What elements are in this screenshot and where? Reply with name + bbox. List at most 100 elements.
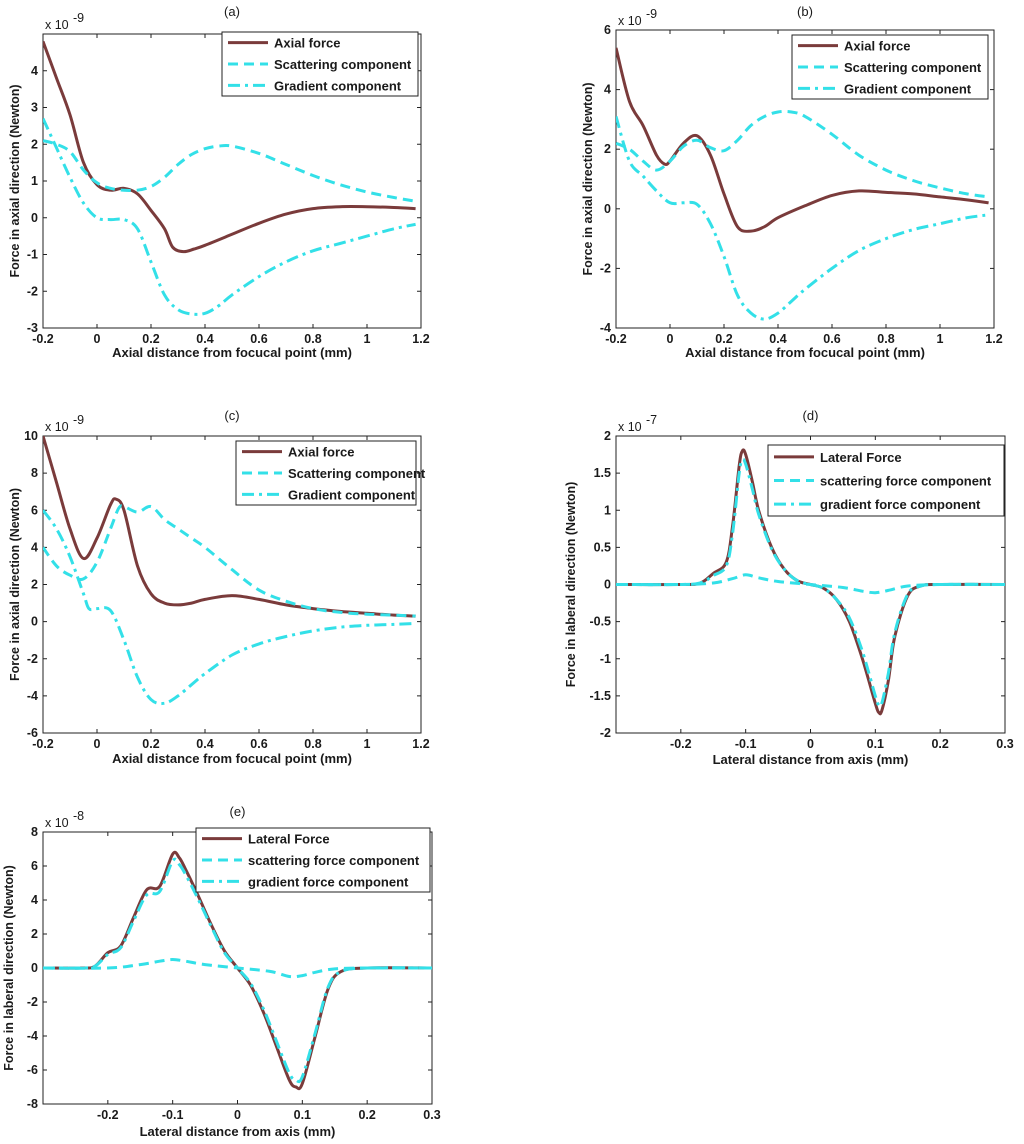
x-tick-label: 0.3 bbox=[423, 1108, 440, 1122]
y-tick-label: -4 bbox=[600, 321, 611, 335]
series-line-axial-force bbox=[43, 40, 416, 254]
legend-label: Scattering component bbox=[288, 466, 426, 481]
x-tick-label: 1.2 bbox=[985, 332, 1002, 346]
chart-title: (b) bbox=[797, 4, 813, 19]
x-tick-label: -0.1 bbox=[735, 737, 757, 751]
y-tick-label: 6 bbox=[31, 859, 38, 873]
x-tick-label: 0 bbox=[234, 1108, 241, 1122]
x-tick-label: 0 bbox=[94, 737, 101, 751]
y-tick-label: 2 bbox=[31, 927, 38, 941]
x-tick-label: 0.2 bbox=[142, 737, 159, 751]
x-tick-label: 0.2 bbox=[715, 332, 732, 346]
x-tick-label: -0.2 bbox=[32, 332, 54, 346]
legend-label: Scattering component bbox=[274, 57, 412, 72]
legend-label: Gradient component bbox=[288, 487, 416, 502]
chart-e: -0.2 -0.1 0 0.1 0.2 0.3 -8 -6 -4 -2 0 2 4 6 8 x 10 -8 (e)… bbox=[2, 804, 441, 1139]
legend-label: scattering force component bbox=[248, 853, 420, 868]
x-tick-label: -0.2 bbox=[32, 737, 54, 751]
y-tick-label: -8 bbox=[27, 1097, 38, 1111]
axis-multiplier-exponent: -8 bbox=[73, 809, 84, 823]
x-axis-label: Axial distance from focucal point (mm) bbox=[685, 345, 925, 360]
x-tick-label: 0.8 bbox=[304, 332, 321, 346]
x-axis-label: Lateral distance from axis (mm) bbox=[140, 1124, 336, 1139]
legend-label: Lateral Force bbox=[248, 832, 330, 847]
x-tick-label: 0.6 bbox=[823, 332, 840, 346]
axis-multiplier-exponent: -9 bbox=[73, 413, 84, 427]
x-tick-label: 0 bbox=[667, 332, 674, 346]
x-axis-label: Axial distance from focucal point (mm) bbox=[112, 751, 352, 766]
y-tick-label: 0 bbox=[604, 578, 611, 592]
series-line-axial-force bbox=[616, 47, 989, 233]
y-tick-label: 1 bbox=[604, 503, 611, 517]
y-tick-label: 2 bbox=[604, 429, 611, 443]
axis-multiplier: x 10 bbox=[45, 816, 69, 830]
legend-label: Gradient component bbox=[844, 81, 972, 96]
y-tick-label: 0 bbox=[604, 202, 611, 216]
y-axis-label: Force in axial direction (Newton) bbox=[581, 82, 595, 275]
x-tick-label: -0.1 bbox=[162, 1108, 184, 1122]
y-tick-label: -3 bbox=[27, 321, 38, 335]
x-tick-label: -0.2 bbox=[605, 332, 627, 346]
x-tick-label: 1 bbox=[364, 332, 371, 346]
x-tick-label: 0.8 bbox=[877, 332, 894, 346]
series-line-gradient-force-component bbox=[616, 457, 1005, 708]
y-tick-label: 4 bbox=[31, 540, 38, 554]
y-tick-label: 1 bbox=[31, 174, 38, 188]
x-tick-label: 0.1 bbox=[867, 737, 884, 751]
x-tick-label: 0.1 bbox=[294, 1108, 311, 1122]
x-tick-label: 0.6 bbox=[250, 332, 267, 346]
y-axis-label: Force in axial direction (Newton) bbox=[8, 84, 22, 277]
x-tick-label: 0 bbox=[807, 737, 814, 751]
y-tick-label: 4 bbox=[31, 893, 38, 907]
legend-label: Gradient component bbox=[274, 78, 402, 93]
legend-label: Axial force bbox=[844, 39, 910, 54]
x-axis-label: Lateral distance from axis (mm) bbox=[713, 752, 909, 767]
chart-title: (e) bbox=[230, 804, 246, 819]
series-line-scattering-force-component bbox=[43, 958, 432, 979]
y-tick-label: -0.5 bbox=[589, 615, 611, 629]
series-line-scattering-component bbox=[43, 504, 416, 618]
x-tick-label: 1.2 bbox=[412, 332, 429, 346]
axis-multiplier: x 10 bbox=[618, 14, 642, 28]
y-tick-label: -2 bbox=[27, 652, 38, 666]
y-tick-label: 3 bbox=[31, 101, 38, 115]
y-tick-label: -1 bbox=[600, 652, 611, 666]
chart-title: (c) bbox=[224, 408, 239, 423]
x-tick-label: 0.4 bbox=[196, 737, 213, 751]
y-tick-label: 4 bbox=[31, 64, 38, 78]
chart-title: (d) bbox=[803, 408, 819, 423]
chart-b: -0.2 0 0.2 0.4 0.6 0.8 1 1.2 -4 -2 0 2 4 6 x 10 -9 (b) Ax… bbox=[581, 4, 1003, 360]
legend-label: Axial force bbox=[288, 445, 354, 460]
y-tick-label: 0 bbox=[31, 615, 38, 629]
y-axis-label: Force in laberal direction (Newton) bbox=[2, 865, 16, 1071]
x-tick-label: 0 bbox=[94, 332, 101, 346]
y-tick-label: -1.5 bbox=[589, 689, 611, 703]
y-tick-label: 4 bbox=[604, 83, 611, 97]
x-tick-label: 0.2 bbox=[358, 1108, 375, 1122]
y-tick-label: 6 bbox=[604, 23, 611, 37]
y-tick-label: -6 bbox=[27, 726, 38, 740]
x-tick-label: 0.6 bbox=[250, 737, 267, 751]
series-line-gradient-component bbox=[43, 509, 416, 706]
legend-label: Scattering component bbox=[844, 60, 982, 75]
y-tick-label: 8 bbox=[31, 825, 38, 839]
y-tick-label: 10 bbox=[24, 429, 38, 443]
x-tick-label: -0.2 bbox=[670, 737, 692, 751]
series-line-gradient-component bbox=[43, 117, 416, 316]
chart-c: -0.2 0 0.2 0.4 0.6 0.8 1 1.2 -6 -4 -2 0 2 4 6 8 10 x 10 -9… bbox=[8, 408, 430, 766]
axis-multiplier-exponent: -9 bbox=[73, 11, 84, 25]
y-tick-label: 2 bbox=[31, 137, 38, 151]
series-line-gradient-force-component bbox=[43, 857, 432, 1084]
axis-multiplier-exponent: -7 bbox=[646, 413, 657, 427]
y-tick-label: 0 bbox=[31, 961, 38, 975]
legend-label: scattering force component bbox=[820, 474, 992, 489]
y-tick-label: 2 bbox=[604, 142, 611, 156]
y-axis-label: Force in axial direction (Newton) bbox=[8, 488, 22, 681]
y-tick-label: 0 bbox=[31, 211, 38, 225]
x-tick-label: 1 bbox=[937, 332, 944, 346]
x-tick-label: 0.8 bbox=[304, 737, 321, 751]
axis-multiplier-exponent: -9 bbox=[646, 7, 657, 21]
legend-label: Lateral Force bbox=[820, 450, 902, 465]
chart-title: (a) bbox=[224, 4, 240, 19]
